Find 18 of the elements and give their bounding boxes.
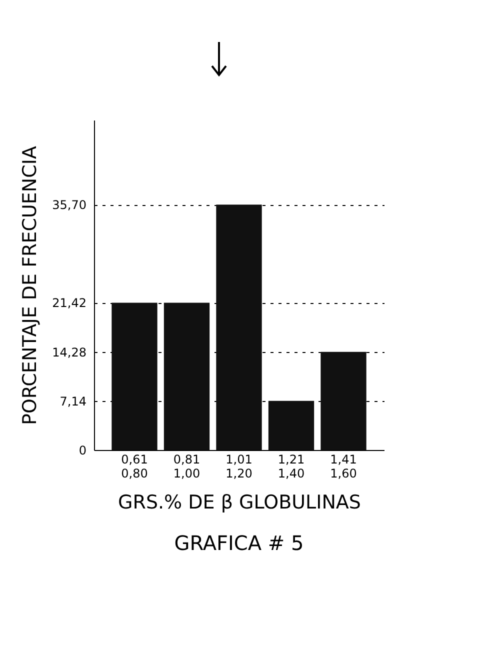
x-tick-label: 0,81 1,00 (173, 452, 200, 480)
bar (320, 352, 366, 450)
y-axis-title: PORCENTAJE DE FRECUENCIA (19, 146, 42, 425)
bar (268, 400, 314, 450)
y-tick-label: 35,70 (52, 198, 86, 212)
x-tick-label: 0,61 0,80 (121, 452, 148, 480)
bar (216, 204, 262, 450)
y-tick-label: 21,42 (52, 296, 86, 310)
y-tick-label: 14,28 (52, 345, 86, 360)
x-tick-label: 1,01 1,20 (226, 452, 252, 480)
y-tick-label: 0 (78, 444, 86, 458)
bar (164, 302, 210, 450)
bar (112, 302, 158, 450)
x-axis-title: GRS.% DE β GLOBULINAS (118, 492, 361, 514)
y-tick-label: 7,14 (60, 394, 86, 408)
text: GRAFICA # 5 (174, 531, 304, 555)
x-tick-label: 1,41 1,60 (330, 452, 357, 480)
x-tick-label: 1,21 1,40 (278, 452, 305, 480)
